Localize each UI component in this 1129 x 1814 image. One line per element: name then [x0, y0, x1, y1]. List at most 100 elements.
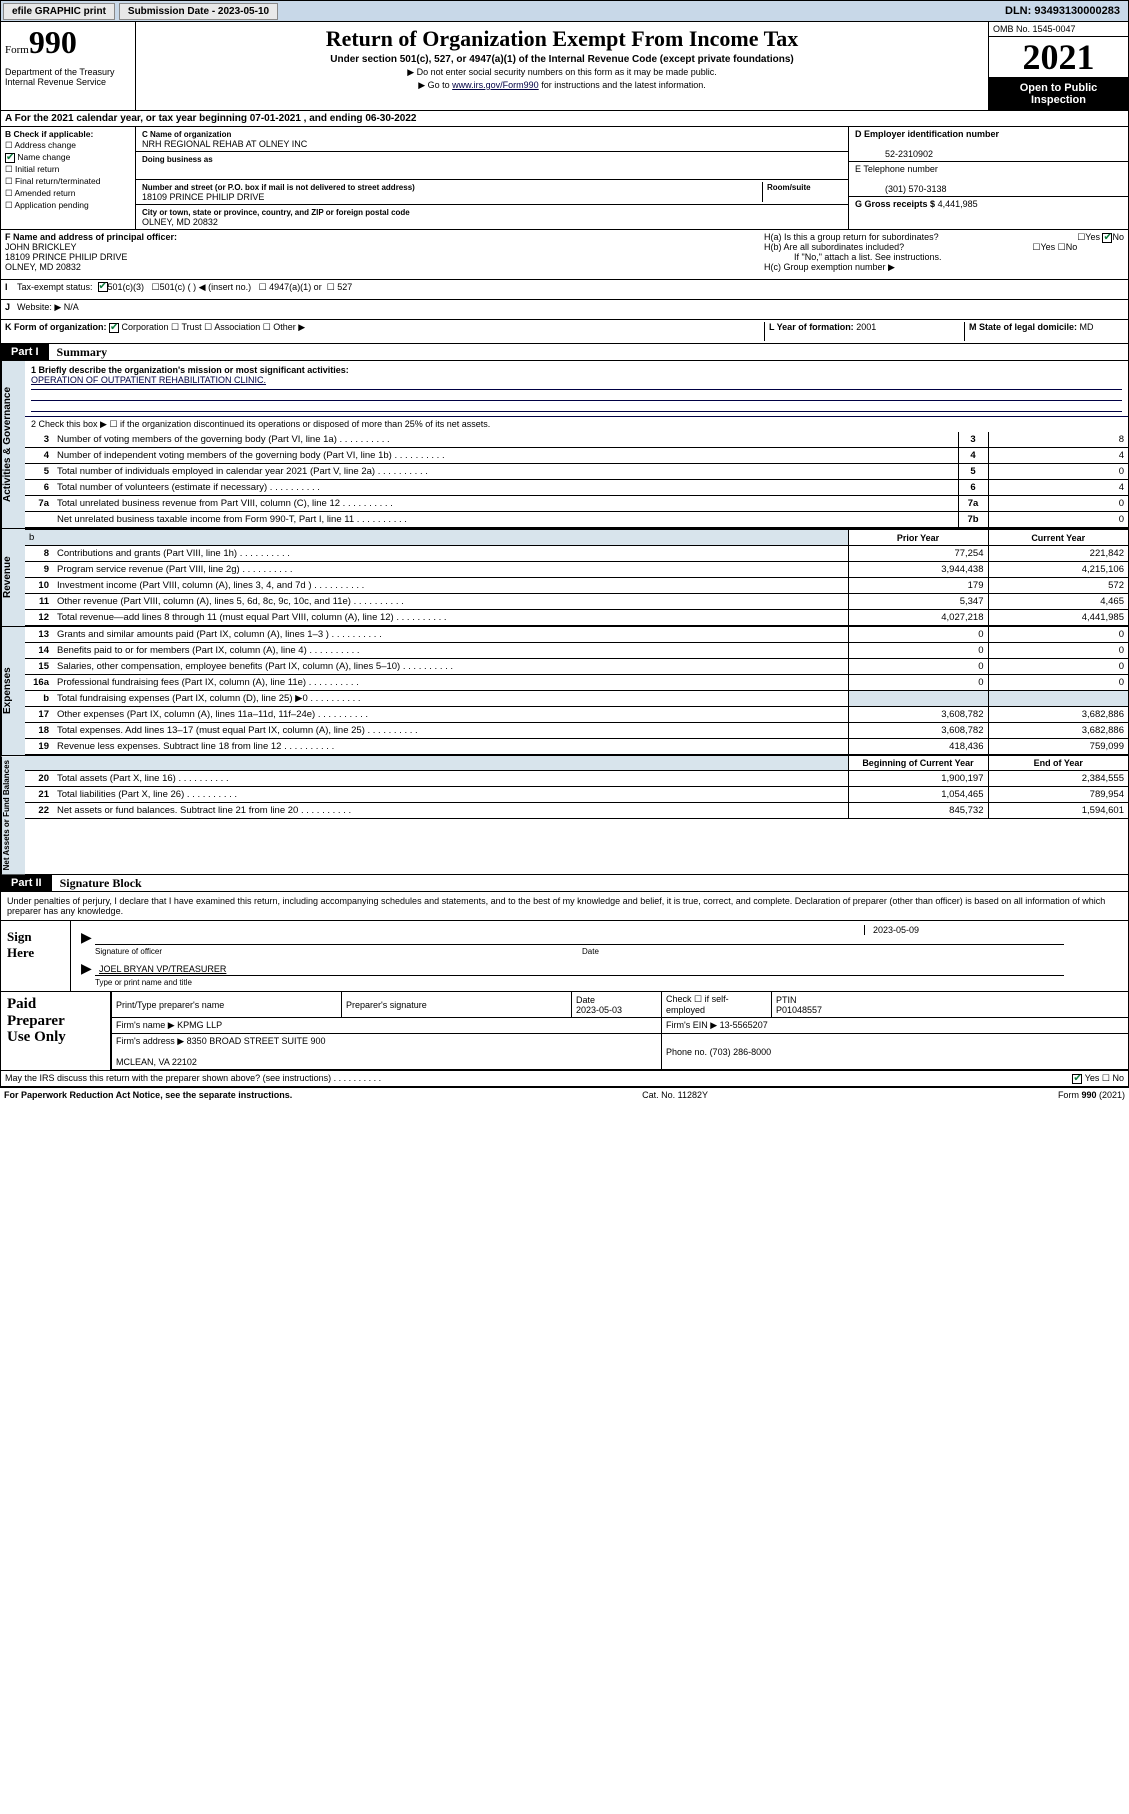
firm-name: KPMG LLP: [177, 1020, 222, 1030]
officer-printed-name: JOEL BRYAN VP/TREASURER: [99, 964, 226, 974]
officer-name: JOHN BRICKLEY: [5, 242, 77, 252]
table-row: 8Contributions and grants (Part VIII, li…: [25, 546, 1128, 562]
table-row: 15Salaries, other compensation, employee…: [25, 659, 1128, 675]
firm-phone: (703) 286-8000: [710, 1047, 772, 1057]
i-row: I Tax-exempt status: 501(c)(3) ☐ 501(c) …: [0, 280, 1129, 300]
table-row: 19Revenue less expenses. Subtract line 1…: [25, 739, 1128, 755]
table-row: 21Total liabilities (Part X, line 26)1,0…: [25, 787, 1128, 803]
j-row: J Website: ▶ N/A: [0, 300, 1129, 320]
line2: 2 Check this box ▶ ☐ if the organization…: [25, 417, 1128, 432]
org-name-label: C Name of organization: [142, 130, 231, 139]
year-formation: 2001: [856, 322, 876, 332]
page-footer: For Paperwork Reduction Act Notice, see …: [0, 1087, 1129, 1102]
part2-tab: Part II: [1, 875, 52, 891]
table-row: 18Total expenses. Add lines 13–17 (must …: [25, 723, 1128, 739]
phone-value: (301) 570-3138: [855, 184, 947, 194]
rev-sidelabel: Revenue: [1, 529, 25, 626]
sig-date: 2023-05-09: [873, 925, 919, 935]
box-b-label: B Check if applicable:: [5, 129, 93, 139]
prep-date-label: Date: [576, 995, 595, 1005]
checkmark-icon: [1102, 233, 1112, 243]
preparer-table: Print/Type preparer's name Preparer's si…: [111, 992, 1128, 1070]
klm-row: K Form of organization: Corporation ☐ Tr…: [0, 320, 1129, 344]
part2-header: Part II Signature Block: [0, 875, 1129, 892]
omb-number: OMB No. 1545-0047: [989, 22, 1128, 37]
open-to-public: Open to Public Inspection: [989, 78, 1128, 110]
ck-corporation[interactable]: [109, 323, 119, 333]
ck-irs-yes[interactable]: [1072, 1074, 1082, 1084]
revenue-table: bPrior YearCurrent Year 8Contributions a…: [25, 529, 1128, 626]
city-label: City or town, state or province, country…: [142, 208, 410, 217]
gov-sidelabel: Activities & Governance: [1, 361, 25, 528]
website-label: Website: ▶: [17, 302, 61, 317]
part1-tab: Part I: [1, 344, 49, 360]
table-row: 16aProfessional fundraising fees (Part I…: [25, 675, 1128, 691]
ck-name-change[interactable]: Name change: [5, 152, 131, 163]
efile-graphic-button[interactable]: efile GRAPHIC print: [3, 3, 115, 20]
ck-initial-return[interactable]: ☐ Initial return: [5, 164, 131, 175]
form-subtitle: Under section 501(c), 527, or 4947(a)(1)…: [140, 54, 984, 65]
form-number-cell: Form990 Department of the Treasury Inter…: [1, 22, 136, 110]
goto-note: ▶ Go to www.irs.gov/Form990 for instruct…: [140, 80, 984, 91]
hb-note: If "No," attach a list. See instructions…: [764, 252, 1124, 262]
phone-label: E Telephone number: [855, 164, 938, 174]
expenses-table: 13Grants and similar amounts paid (Part …: [25, 627, 1128, 755]
table-row: 17Other expenses (Part IX, column (A), l…: [25, 707, 1128, 723]
ck-501c3[interactable]: [98, 282, 108, 292]
mission-text[interactable]: OPERATION OF OUTPATIENT REHABILITATION C…: [31, 375, 266, 385]
omb-cell: OMB No. 1545-0047 2021 Open to Public In…: [988, 22, 1128, 110]
gov-section: Activities & Governance 1 Briefly descri…: [0, 361, 1129, 529]
ck-amended-return[interactable]: ☐ Amended return: [5, 188, 131, 199]
part2-title: Signature Block: [52, 876, 142, 891]
current-year-header: Current Year: [988, 530, 1128, 546]
prep-check-label: Check ☐ if self-employed: [666, 994, 729, 1015]
table-row: 3Number of voting members of the governi…: [25, 432, 1128, 448]
table-row: 22Net assets or fund balances. Subtract …: [25, 803, 1128, 819]
netassets-table: Beginning of Current YearEnd of Year 20T…: [25, 756, 1128, 819]
k-label: K Form of organization:: [5, 322, 107, 332]
gov-table: 3Number of voting members of the governi…: [25, 432, 1128, 528]
ck-application-pending[interactable]: ☐ Application pending: [5, 200, 131, 211]
ck-address-change[interactable]: ☐ Address change: [5, 140, 131, 151]
end-year-header: End of Year: [988, 756, 1128, 771]
dba-label: Doing business as: [142, 155, 213, 164]
box-deg: D Employer identification number52-23109…: [848, 127, 1128, 229]
table-row: 6Total number of volunteers (estimate if…: [25, 480, 1128, 496]
ck-final-return[interactable]: ☐ Final return/terminated: [5, 176, 131, 187]
m-label: M State of legal domicile:: [969, 322, 1077, 332]
entity-info: B Check if applicable: ☐ Address change …: [0, 127, 1129, 230]
table-row: 20Total assets (Part X, line 16)1,900,19…: [25, 771, 1128, 787]
form990-link[interactable]: www.irs.gov/Form990: [452, 80, 539, 90]
ssn-note: ▶ Do not enter social security numbers o…: [140, 67, 984, 78]
table-row: 10Investment income (Part VIII, column (…: [25, 578, 1128, 594]
prep-name-label: Print/Type preparer's name: [116, 1000, 224, 1010]
form-title: Return of Organization Exempt From Incom…: [140, 26, 984, 52]
sig-officer-sub: Signature of officer: [95, 947, 162, 956]
ein-value: 52-2310902: [855, 149, 933, 159]
table-row: 11Other revenue (Part VIII, column (A), …: [25, 594, 1128, 610]
irs-discuss-text: May the IRS discuss this return with the…: [5, 1073, 1072, 1084]
table-row: Net unrelated business taxable income fr…: [25, 512, 1128, 528]
j-label: J: [5, 302, 17, 317]
ck-501c-insert[interactable]: 501(c) ( ) ◀ (insert no.): [160, 282, 251, 297]
form-header: Form990 Department of the Treasury Inter…: [0, 22, 1129, 111]
hc-label: H(c) Group exemption number ▶: [764, 262, 1124, 273]
street-address: 18109 PRINCE PHILIP DRIVE: [142, 192, 264, 202]
submission-date-button[interactable]: Submission Date - 2023-05-10: [119, 3, 278, 20]
tax-year-range: A For the 2021 calendar year, or tax yea…: [0, 111, 1129, 127]
table-row: 4Number of independent voting members of…: [25, 448, 1128, 464]
table-row: 13Grants and similar amounts paid (Part …: [25, 627, 1128, 643]
gross-receipts-value: 4,441,985: [938, 199, 978, 209]
fh-row: F Name and address of principal officer:…: [0, 230, 1129, 280]
form-number: Form990: [5, 24, 131, 61]
box-b: B Check if applicable: ☐ Address change …: [1, 127, 136, 229]
part1-header: Part I Summary: [0, 344, 1129, 361]
table-row: 7aTotal unrelated business revenue from …: [25, 496, 1128, 512]
officer-label: F Name and address of principal officer:: [5, 232, 177, 242]
table-row: 5Total number of individuals employed in…: [25, 464, 1128, 480]
net-sidelabel: Net Assets or Fund Balances: [1, 756, 25, 874]
expenses-section: Expenses 13Grants and similar amounts pa…: [0, 627, 1129, 756]
caret-icon: ▶: [81, 929, 92, 946]
officer-name-sub: Type or print name and title: [95, 978, 1124, 987]
ptin-value: P01048557: [776, 1005, 822, 1015]
